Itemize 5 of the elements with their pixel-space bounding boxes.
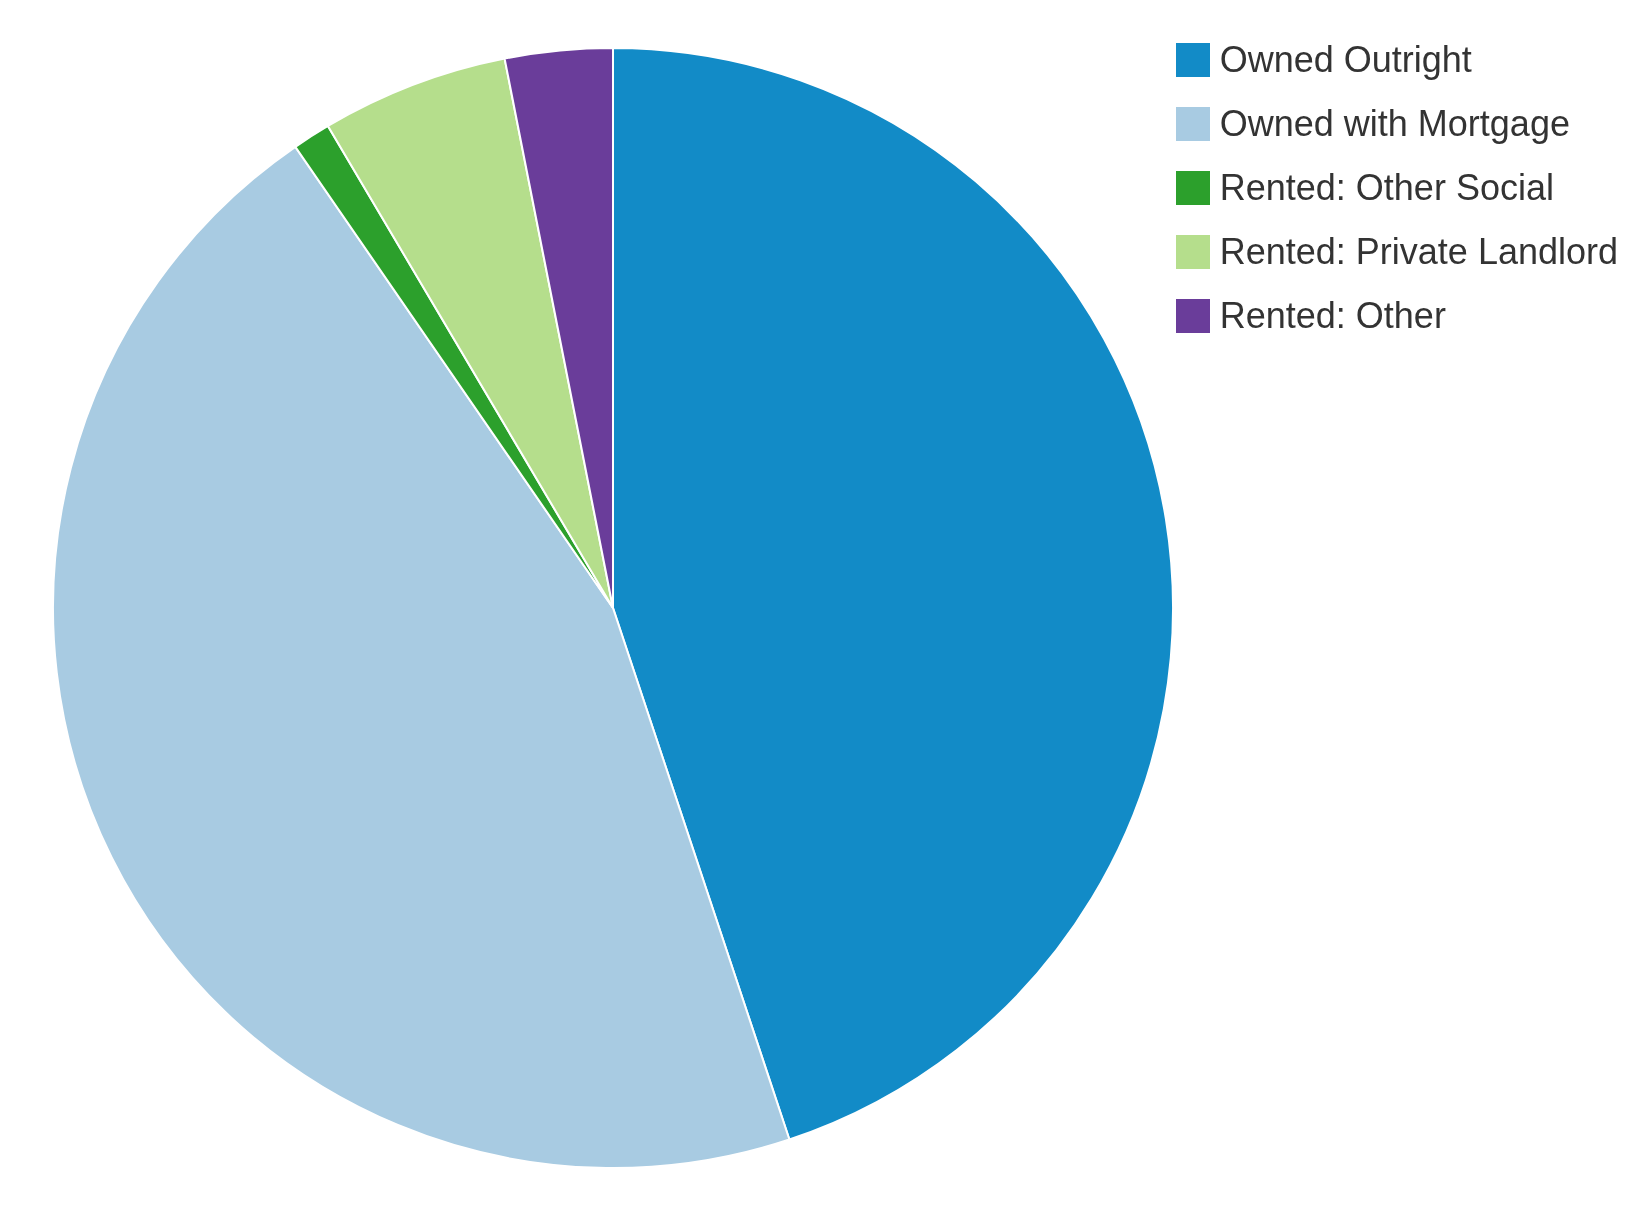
legend-label: Owned Outright — [1219, 38, 1472, 82]
legend-label: Rented: Other — [1219, 294, 1446, 338]
legend-label: Rented: Other Social — [1219, 166, 1554, 210]
legend-label: Owned with Mortgage — [1219, 102, 1570, 146]
legend-label: Rented: Private Landlord — [1219, 230, 1618, 274]
